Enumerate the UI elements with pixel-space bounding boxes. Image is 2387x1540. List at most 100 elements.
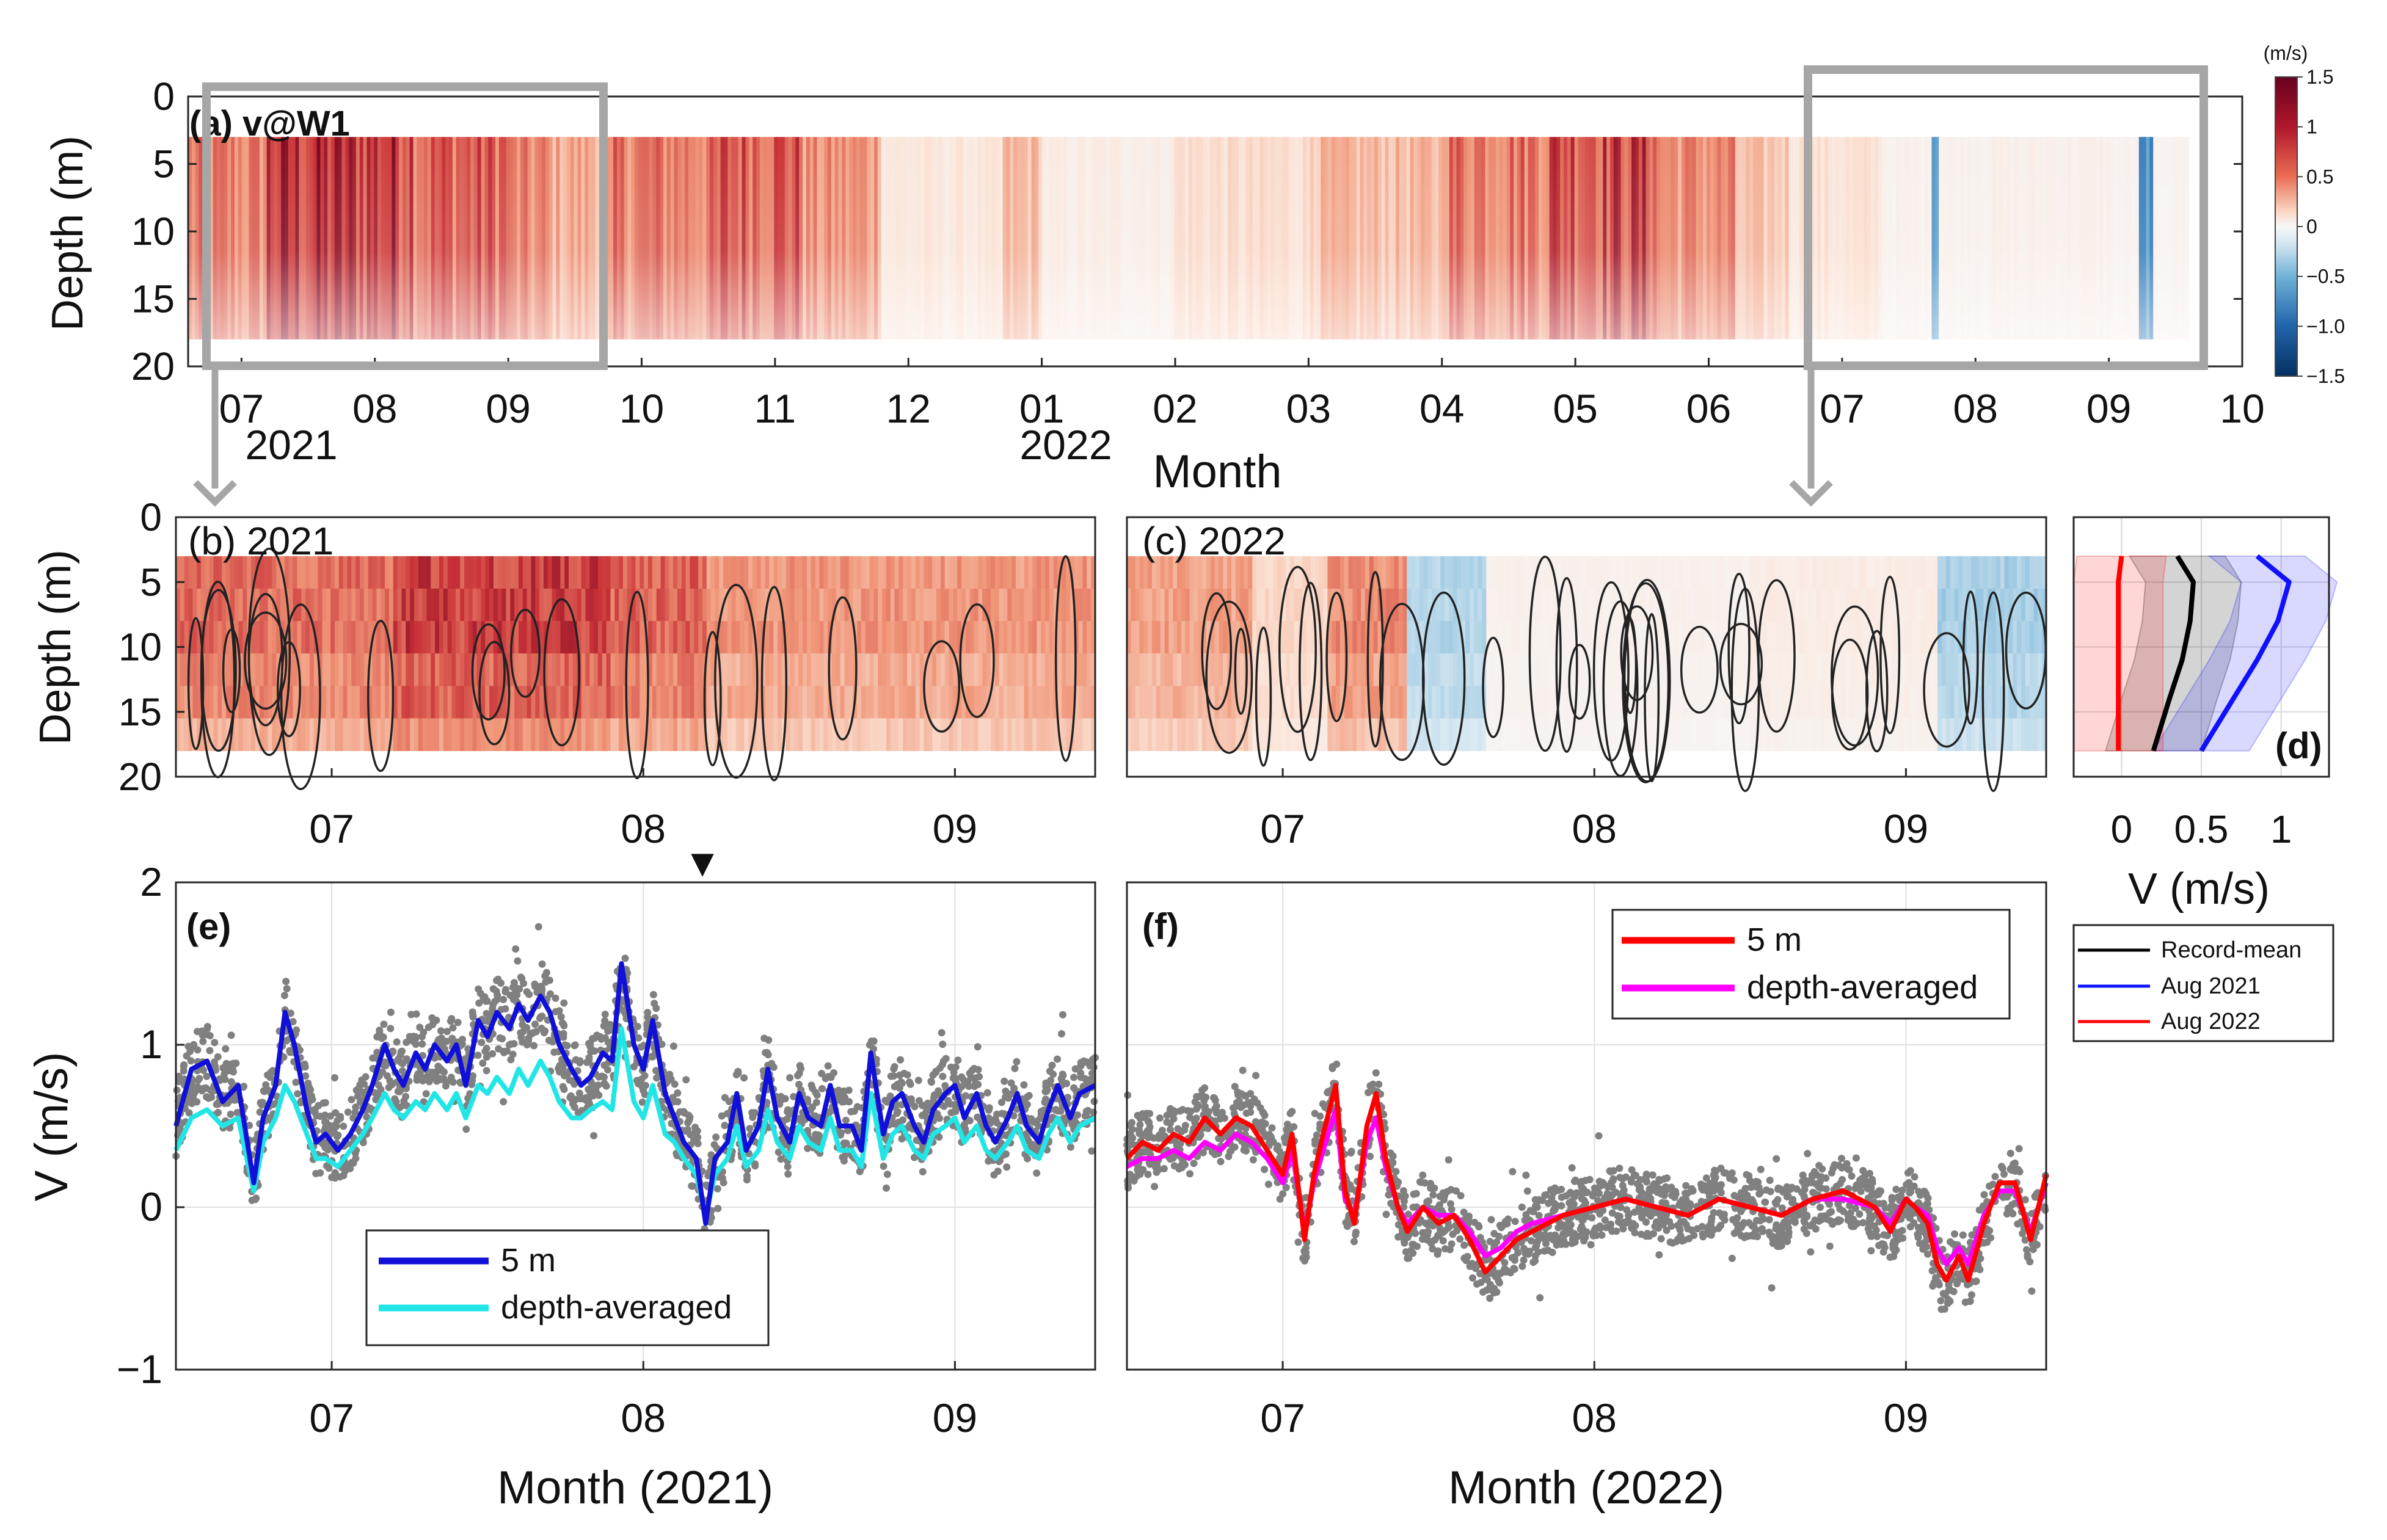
b-heatmap-cell [823, 588, 828, 622]
c-heatmap-cell [1812, 588, 1817, 622]
c-heatmap-cell [1298, 588, 1303, 622]
b-heatmap-cell [472, 588, 478, 622]
a-xtick-label: 01 [1019, 386, 1064, 431]
b-heatmap-cell [631, 556, 636, 589]
b-heatmap-cell [978, 621, 983, 654]
c-heatmap-cell [1365, 718, 1370, 751]
b-heatmap-cell [460, 588, 465, 622]
b-heatmap-cell [886, 686, 891, 719]
b-heatmap-cell [753, 686, 757, 719]
b-ylabel: Depth (m) [31, 550, 80, 745]
b-heatmap-cell [276, 556, 281, 589]
c-heatmap-cell [1540, 556, 1545, 589]
c-heatmap-cell [1950, 718, 1955, 751]
b-heatmap-cell [936, 556, 941, 589]
c-heatmap-cell [1311, 556, 1316, 589]
c-heatmap-cell [1244, 588, 1249, 622]
c-heatmap-cell [1875, 718, 1880, 751]
c-heatmap-cell [1198, 686, 1203, 719]
b-heatmap-cell [807, 556, 812, 589]
b-heatmap-cell [719, 718, 724, 751]
b-heatmap-cell [451, 718, 457, 751]
b-heatmap-cell [585, 653, 590, 686]
c-heatmap-cell [1386, 718, 1391, 751]
b-heatmap-cell [978, 653, 983, 686]
b-heatmap-cell [335, 653, 340, 686]
b-heatmap-cell [744, 621, 749, 654]
c-heatmap-cell [1716, 718, 1721, 751]
e-scatter-point [1027, 1143, 1035, 1151]
c-heatmap-cell [1937, 686, 1942, 719]
e-scatter-point [523, 1041, 531, 1048]
c-heatmap-cell [1837, 621, 1842, 654]
c-heatmap-cell [1883, 686, 1888, 719]
e-scatter-point [340, 1122, 348, 1130]
b-heatmap-cell [510, 686, 515, 719]
c-heatmap-cell [1394, 556, 1399, 589]
b-heatmap-cell [464, 556, 469, 589]
b-heatmap-cell [1082, 718, 1088, 751]
c-heatmap-cell [1967, 653, 1972, 686]
c-heatmap-cell [1239, 621, 1245, 654]
b-heatmap-cell [355, 686, 360, 719]
b-heatmap-cell [785, 621, 791, 654]
b-heatmap-cell [740, 653, 745, 686]
b-heatmap-cell [978, 718, 983, 751]
c-heatmap-cell [1482, 621, 1487, 654]
e-scatter-point [403, 1055, 410, 1063]
b-heatmap-cell [376, 686, 381, 719]
c-heatmap-cell [1950, 653, 1955, 686]
b-heatmap-cell [431, 621, 435, 654]
c-heatmap-cell [1945, 556, 1951, 589]
e-scatter-point [1077, 1069, 1085, 1077]
e-scatter-point [883, 1098, 891, 1106]
e-scatter-point [362, 1073, 370, 1081]
b-heatmap-cell [811, 556, 816, 589]
b-heatmap-cell [360, 686, 365, 719]
b-heatmap-cell [807, 588, 812, 622]
b-heatmap-cell [519, 621, 523, 654]
b-heatmap-cell [577, 556, 582, 589]
c-heatmap-cell [1461, 718, 1466, 751]
b-heatmap-cell [844, 556, 850, 589]
b-heatmap-cell [974, 653, 979, 686]
b-heatmap-cell [180, 556, 185, 589]
e-scatter-point [774, 1148, 782, 1156]
c-heatmap-cell [1754, 686, 1758, 719]
b-heatmap-cell [1016, 718, 1021, 751]
c-heatmap-cell [1933, 621, 1938, 654]
c-heatmap-cell [1210, 653, 1215, 686]
c-heatmap-cell [1390, 621, 1395, 654]
c-heatmap-cell [1691, 653, 1696, 686]
c-heatmap-cell [1975, 588, 1980, 622]
b-ytick-label: 15 [118, 690, 162, 734]
c-heatmap-cell [2000, 556, 2005, 589]
b-heatmap-cell [343, 621, 348, 654]
c-heatmap-cell [1239, 686, 1245, 719]
c-heatmap-cell [1286, 556, 1291, 589]
c-heatmap-cell [1611, 718, 1617, 751]
c-heatmap-cell [1678, 588, 1683, 622]
c-heatmap-cell [1632, 588, 1638, 622]
b-heatmap-cell [740, 588, 745, 622]
c-heatmap-cell [1791, 686, 1796, 719]
e-scatter-point [714, 1205, 722, 1213]
b-heatmap-cell [176, 653, 181, 686]
b-heatmap-cell [748, 686, 753, 719]
c-contours-line [1255, 627, 1272, 767]
c-heatmap-cell [1152, 556, 1157, 589]
c-heatmap-cell [1235, 718, 1241, 751]
c-heatmap-cell [1407, 653, 1412, 686]
e-scatter-point [939, 1041, 947, 1048]
c-heatmap-cell [1657, 653, 1663, 686]
c-heatmap-cell [2004, 686, 2010, 719]
c-heatmap-cell [1486, 556, 1491, 589]
b-heatmap-cell [393, 588, 398, 622]
c-heatmap-cell [1950, 621, 1955, 654]
c-heatmap-cell [1419, 621, 1424, 654]
b-heatmap-cell [1037, 718, 1041, 751]
b-heatmap-cell [338, 588, 344, 622]
e-scatter-point [384, 1072, 392, 1080]
c-heatmap-cell [1653, 556, 1658, 589]
c-heatmap-cell [1248, 621, 1253, 654]
